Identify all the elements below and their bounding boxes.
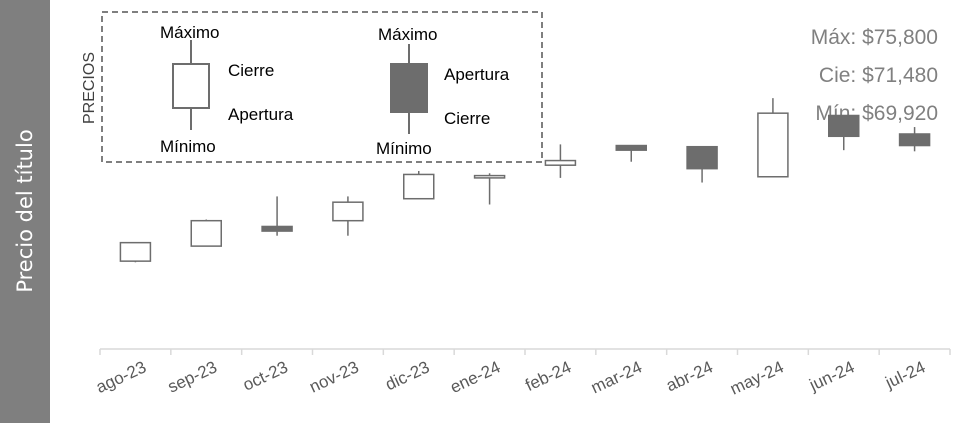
candle-body <box>545 161 575 166</box>
candle-jul-24 <box>900 127 930 151</box>
x-tick-label: may-24 <box>727 357 786 398</box>
candle-body <box>616 146 646 151</box>
candle-mar-24 <box>616 146 646 162</box>
candle-body <box>475 176 505 178</box>
legend-down-low-label: Mínimo <box>376 139 432 158</box>
legend-down-body <box>391 64 427 112</box>
candle-feb-24 <box>545 144 575 178</box>
candle-body <box>191 221 221 246</box>
legend-up-high-label: Máximo <box>160 23 220 42</box>
legend-title: PRECIOS <box>81 52 98 124</box>
candle-dic-23 <box>404 171 434 199</box>
x-tick-label: ago-23 <box>93 357 149 397</box>
x-axis-labels: ago-23 sep-23 oct-23 nov-23 dic-23 ene-24 feb-… <box>93 357 928 398</box>
legend-up-body <box>173 64 209 108</box>
candle-sep-23 <box>191 220 221 247</box>
candle-ene-24 <box>475 173 505 204</box>
x-tick-label: ene-24 <box>447 357 503 397</box>
candle-may-24 <box>758 98 788 177</box>
x-tick-label: feb-24 <box>522 357 574 395</box>
candle-oct-23 <box>262 196 292 235</box>
candle-body <box>120 243 150 261</box>
legend-up-open-label: Apertura <box>228 105 294 124</box>
x-tick-label: mar-24 <box>588 357 645 397</box>
candle-nov-23 <box>333 196 363 235</box>
legend-down-high-label: Máximo <box>378 25 438 44</box>
x-tick-label: jun-24 <box>806 357 858 395</box>
x-tick-label: abr-24 <box>663 357 716 395</box>
x-tick-label: dic-23 <box>382 357 432 394</box>
candle-body <box>333 202 363 220</box>
candle-body <box>758 113 788 177</box>
x-tick-label: oct-23 <box>240 357 291 394</box>
candle-abr-24 <box>687 147 717 183</box>
x-tick-label: sep-23 <box>165 357 220 396</box>
legend: PRECIOS Máximo Cierre Apertura Mínimo Má… <box>81 12 542 162</box>
legend-up-close-label: Cierre <box>228 61 274 80</box>
candle-body <box>404 174 434 198</box>
legend-up-low-label: Mínimo <box>160 137 216 156</box>
x-tick-label: nov-23 <box>306 357 361 396</box>
x-tick-label: jul-24 <box>882 357 929 392</box>
x-axis-ticks <box>100 349 950 355</box>
candle-ago-23 <box>120 243 150 263</box>
candle-body <box>687 147 717 169</box>
candle-jun-24 <box>829 115 859 150</box>
candle-body <box>829 115 859 136</box>
legend-down-open-label: Apertura <box>444 65 510 84</box>
candle-body <box>900 134 930 146</box>
legend-down-close-label: Cierre <box>444 109 490 128</box>
candle-body <box>262 226 292 231</box>
